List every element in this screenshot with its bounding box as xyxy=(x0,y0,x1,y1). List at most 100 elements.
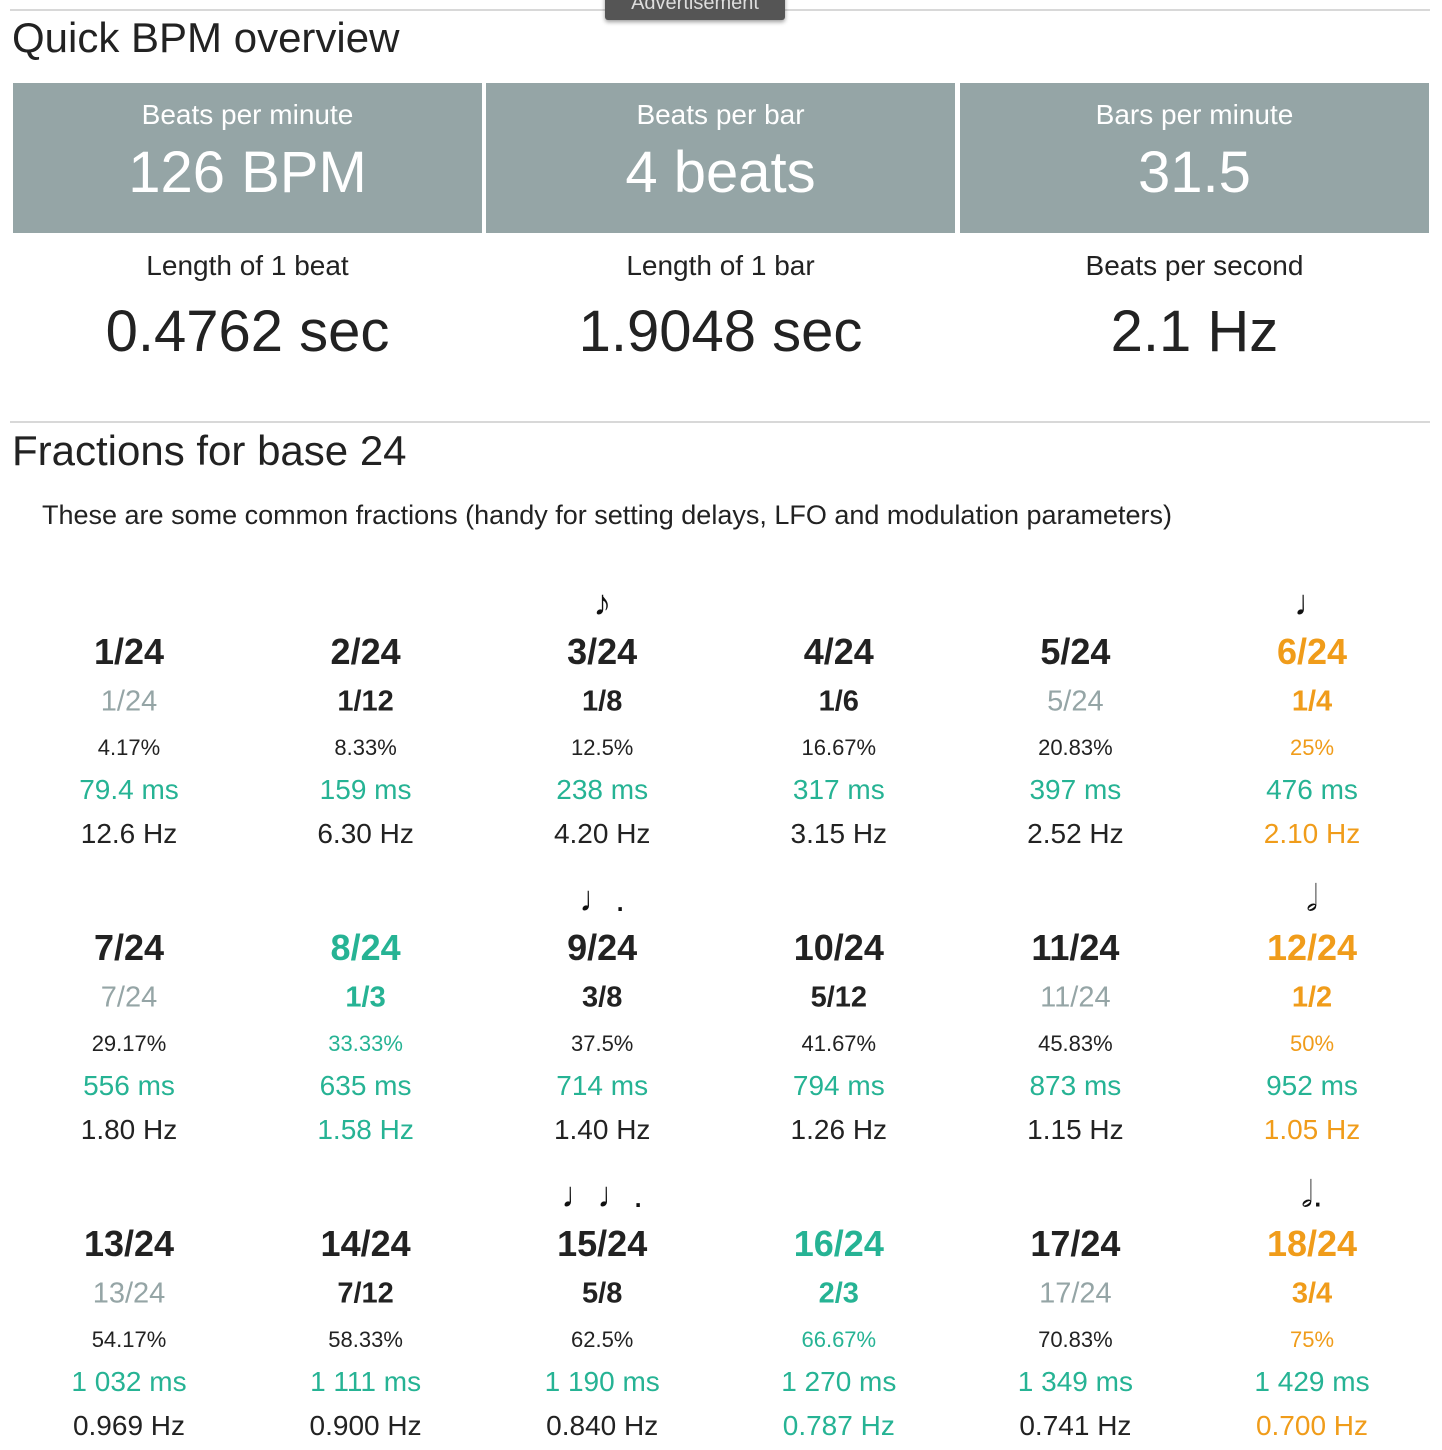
milliseconds: 317 ms xyxy=(792,774,885,805)
percent: 29.17% xyxy=(91,1031,167,1056)
simplified: 13/24 xyxy=(92,1277,166,1310)
frequency: 1.58 Hz xyxy=(317,1114,414,1145)
fraction: 1/24 xyxy=(93,631,165,672)
box-value: 126 BPM xyxy=(128,140,367,205)
note-symbol: 𝅗𝅥. xyxy=(1301,1173,1323,1215)
stat-value: 1.9048 sec xyxy=(578,299,863,364)
box-label: Beats per bar xyxy=(636,99,805,130)
milliseconds: 1 111 ms xyxy=(310,1366,422,1397)
frequency: 1.80 Hz xyxy=(80,1114,178,1145)
simplified: 7/24 xyxy=(100,981,158,1014)
divider xyxy=(10,421,1430,423)
percent: 16.67% xyxy=(801,735,877,760)
frequency: 6.30 Hz xyxy=(317,818,414,849)
stat: Length of 1 beat 0.4762 sec xyxy=(13,250,482,365)
percent: 37.5% xyxy=(570,1031,634,1056)
box-label: Bars per minute xyxy=(1095,99,1294,130)
milliseconds: 1 429 ms xyxy=(1254,1366,1370,1397)
frequency: 0.900 Hz xyxy=(309,1410,422,1441)
fraction: 2/24 xyxy=(330,631,401,672)
fraction: 10/24 xyxy=(793,927,884,968)
simplified: 3/4 xyxy=(1291,1277,1333,1310)
fraction: 3/24 xyxy=(567,631,638,672)
stat-box: Beats per minute 126 BPM xyxy=(13,83,482,233)
note-symbol: ♩. xyxy=(579,878,626,919)
milliseconds: 476 ms xyxy=(1266,774,1358,805)
frequency: 1.05 Hz xyxy=(1263,1114,1361,1145)
stat-label: Length of 1 bar xyxy=(626,250,815,281)
milliseconds: 397 ms xyxy=(1029,774,1122,805)
milliseconds: 1 270 ms xyxy=(781,1366,897,1397)
frequency: 0.969 Hz xyxy=(72,1410,186,1441)
stat-box: Beats per bar 4 beats xyxy=(486,83,955,233)
fraction: 7/24 xyxy=(93,927,165,968)
frequency: 1.40 Hz xyxy=(553,1114,651,1145)
percent: 12.5% xyxy=(570,735,634,760)
frequency: 12.6 Hz xyxy=(80,818,178,849)
percent: 4.17% xyxy=(97,735,161,760)
frequency: 2.52 Hz xyxy=(1027,818,1124,849)
percent: 41.67% xyxy=(801,1031,877,1056)
milliseconds: 635 ms xyxy=(319,1070,412,1101)
frequency: 0.787 Hz xyxy=(782,1410,895,1441)
percent: 75% xyxy=(1289,1327,1335,1352)
box-value: 31.5 xyxy=(1138,140,1251,205)
milliseconds: 714 ms xyxy=(556,1070,649,1101)
percent: 66.67% xyxy=(801,1327,877,1352)
simplified: 2/3 xyxy=(818,1277,859,1310)
percent: 20.83% xyxy=(1038,735,1113,760)
fraction: 15/24 xyxy=(557,1223,648,1264)
frequency: 4.20 Hz xyxy=(553,818,651,849)
section-title: Fractions for base 24 xyxy=(12,427,407,474)
fraction: 17/24 xyxy=(1030,1223,1121,1264)
milliseconds: 1 190 ms xyxy=(544,1366,660,1397)
milliseconds: 79.4 ms xyxy=(79,774,179,805)
percent: 58.33% xyxy=(328,1327,403,1352)
stat-label: Length of 1 beat xyxy=(146,250,349,281)
fraction: 18/24 xyxy=(1266,1223,1358,1264)
simplified: 17/24 xyxy=(1039,1277,1112,1310)
fraction: 8/24 xyxy=(330,927,401,968)
note-symbol: 𝅗𝅥 xyxy=(1306,877,1318,919)
simplified: 5/12 xyxy=(810,981,868,1014)
simplified: 3/8 xyxy=(582,981,623,1014)
percent: 70.83% xyxy=(1038,1327,1113,1352)
fraction: 5/24 xyxy=(1040,631,1111,672)
percent: 45.83% xyxy=(1038,1031,1113,1056)
note-symbol: ♩♩. xyxy=(561,1174,644,1215)
simplified: 1/8 xyxy=(582,685,623,718)
frequency: 0.840 Hz xyxy=(546,1410,659,1441)
frequency: 3.15 Hz xyxy=(790,818,888,849)
fraction: 11/24 xyxy=(1031,927,1120,968)
milliseconds: 556 ms xyxy=(83,1070,175,1101)
fraction: 9/24 xyxy=(567,927,638,968)
frequency: 0.700 Hz xyxy=(1255,1410,1369,1441)
milliseconds: 1 349 ms xyxy=(1017,1366,1133,1397)
frequency: 1.26 Hz xyxy=(790,1114,888,1145)
milliseconds: 1 032 ms xyxy=(71,1366,187,1397)
section-title: Quick BPM overview xyxy=(12,14,400,61)
simplified: 1/3 xyxy=(345,981,386,1014)
box-value: 4 beats xyxy=(625,140,816,205)
simplified: 11/24 xyxy=(1040,981,1111,1014)
simplified: 1/24 xyxy=(100,685,158,718)
simplified: 5/8 xyxy=(582,1277,623,1310)
stat-box: Bars per minute 31.5 xyxy=(960,83,1429,233)
ad-label[interactable]: Advertisement xyxy=(605,0,785,20)
milliseconds: 238 ms xyxy=(556,774,649,805)
frequency: 1.15 Hz xyxy=(1027,1114,1124,1145)
stat: Beats per second 2.1 Hz xyxy=(960,250,1429,365)
percent: 8.33% xyxy=(334,735,397,760)
stat-value: 0.4762 sec xyxy=(105,299,390,364)
stat-label: Beats per second xyxy=(1085,250,1304,281)
milliseconds: 873 ms xyxy=(1029,1070,1122,1101)
percent: 25% xyxy=(1289,735,1335,760)
stat: Length of 1 bar 1.9048 sec xyxy=(486,250,955,365)
simplified: 1/6 xyxy=(818,685,859,718)
frequency: 2.10 Hz xyxy=(1263,818,1361,849)
fraction: 16/24 xyxy=(793,1223,884,1264)
note-symbol: ♩ xyxy=(1294,582,1330,623)
milliseconds: 794 ms xyxy=(792,1070,885,1101)
frequency: 0.741 Hz xyxy=(1019,1410,1132,1441)
